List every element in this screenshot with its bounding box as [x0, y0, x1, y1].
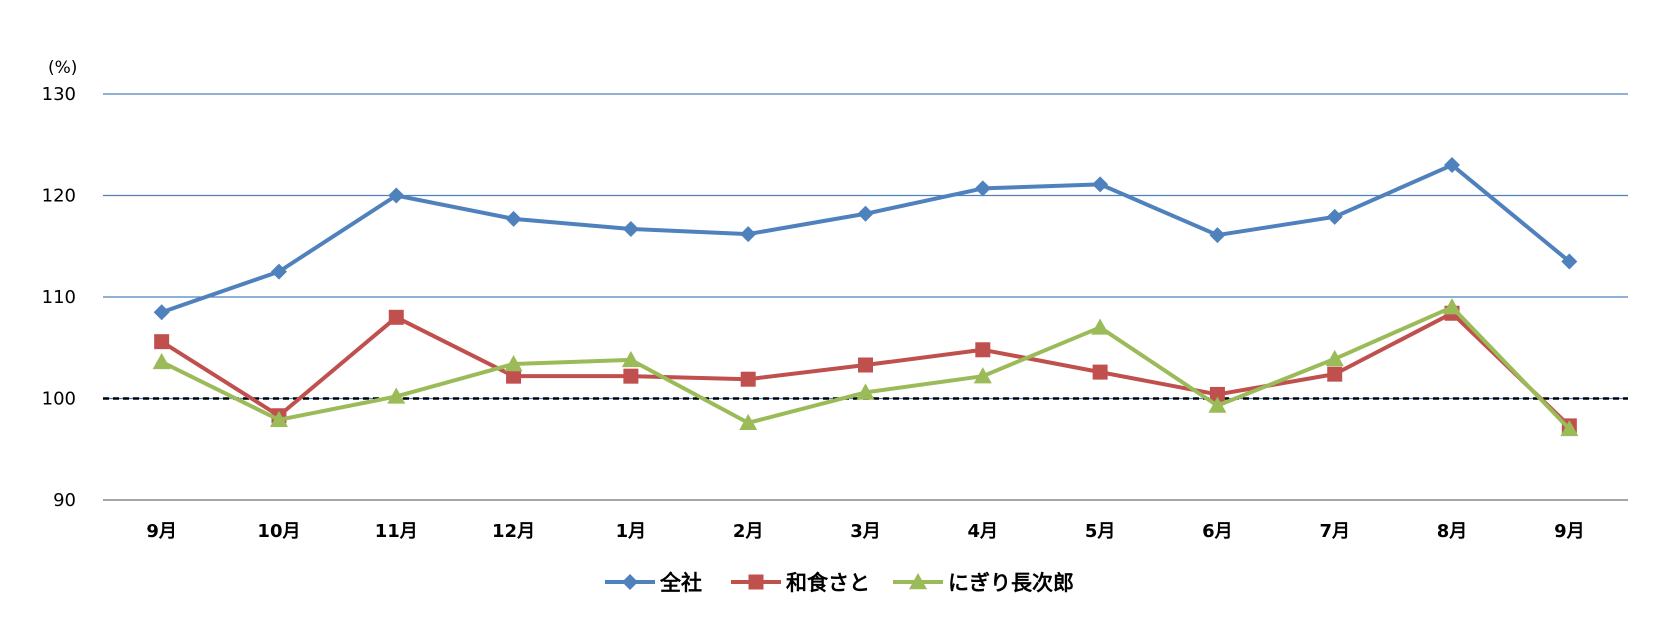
data-point [1326, 208, 1343, 225]
y-unit-label: (%) [48, 58, 77, 78]
x-tick-label: 10月 [257, 521, 300, 542]
data-point [506, 368, 522, 384]
legend-marker [748, 574, 764, 590]
data-point [1209, 227, 1226, 244]
legend-item: 和食さと [731, 571, 870, 595]
data-point [1444, 157, 1461, 174]
data-point [856, 383, 875, 400]
data-point [269, 410, 288, 428]
x-axis-tick-labels: 9月 10月 11月 12月 1月 2月 3月 4月 5月 6月 7月 8月 9月 [146, 521, 1584, 542]
y-tick-label: 100 [42, 389, 76, 410]
x-tick-label: 6月 [1202, 521, 1233, 542]
x-tick-label: 11月 [375, 521, 418, 542]
x-tick-label: 4月 [968, 521, 999, 542]
y-tick-label: 120 [42, 186, 76, 207]
data-point [973, 367, 992, 384]
y-axis-tick-labels: 90 100 110 120 130 [42, 84, 76, 511]
x-tick-label: 5月 [1085, 521, 1116, 542]
data-point [1092, 176, 1109, 193]
y-tick-label: 130 [42, 84, 76, 105]
data-point [857, 205, 874, 222]
y-tick-label: 90 [53, 490, 76, 511]
data-point [388, 309, 404, 325]
legend: 全社 和食さと にぎり長次郎 [605, 571, 1074, 595]
x-tick-label: 9月 [146, 521, 177, 542]
data-point [621, 350, 640, 368]
data-point [153, 304, 170, 321]
data-point [622, 220, 639, 237]
data-point [1091, 318, 1110, 335]
legend-marker [909, 573, 927, 590]
x-tick-label: 9月 [1554, 521, 1585, 542]
data-point [1209, 386, 1225, 402]
data-point [858, 357, 873, 373]
legend-marker [622, 574, 638, 590]
data-point [270, 263, 287, 280]
data-point [1327, 366, 1343, 382]
x-tick-label: 3月 [850, 521, 881, 542]
data-point [1325, 349, 1344, 367]
data-point [740, 226, 757, 243]
series-1 [154, 305, 1577, 434]
data-point [1561, 253, 1578, 270]
data-point [505, 210, 522, 227]
x-tick-label: 7月 [1319, 521, 1350, 542]
series-lines [152, 157, 1579, 437]
x-tick-label: 1月 [616, 521, 647, 542]
data-point [1092, 364, 1108, 380]
x-tick-label: 8月 [1437, 521, 1468, 542]
data-point [504, 354, 523, 372]
data-point [1208, 396, 1227, 413]
series-2 [152, 298, 1579, 437]
legend-label: にぎり長次郎 [948, 571, 1074, 595]
data-point [623, 368, 639, 384]
data-point [387, 387, 406, 404]
data-point [974, 180, 991, 197]
data-point [388, 187, 405, 204]
data-point [154, 334, 170, 350]
gridlines [103, 93, 1628, 501]
legend-item: 全社 [605, 571, 702, 595]
data-point [739, 413, 758, 431]
data-point [152, 352, 171, 370]
data-point [1560, 419, 1579, 437]
legend-item: にぎり長次郎 [893, 571, 1074, 595]
y-tick-label: 110 [42, 287, 76, 308]
data-point [1443, 298, 1462, 315]
legend-label: 全社 [659, 571, 702, 595]
x-tick-label: 12月 [492, 521, 535, 542]
legend-label: 和食さと [786, 571, 870, 595]
series-line [159, 163, 1572, 315]
x-tick-label: 2月 [733, 521, 764, 542]
series-0 [153, 157, 1578, 321]
data-point [975, 342, 991, 358]
data-point [740, 371, 756, 387]
